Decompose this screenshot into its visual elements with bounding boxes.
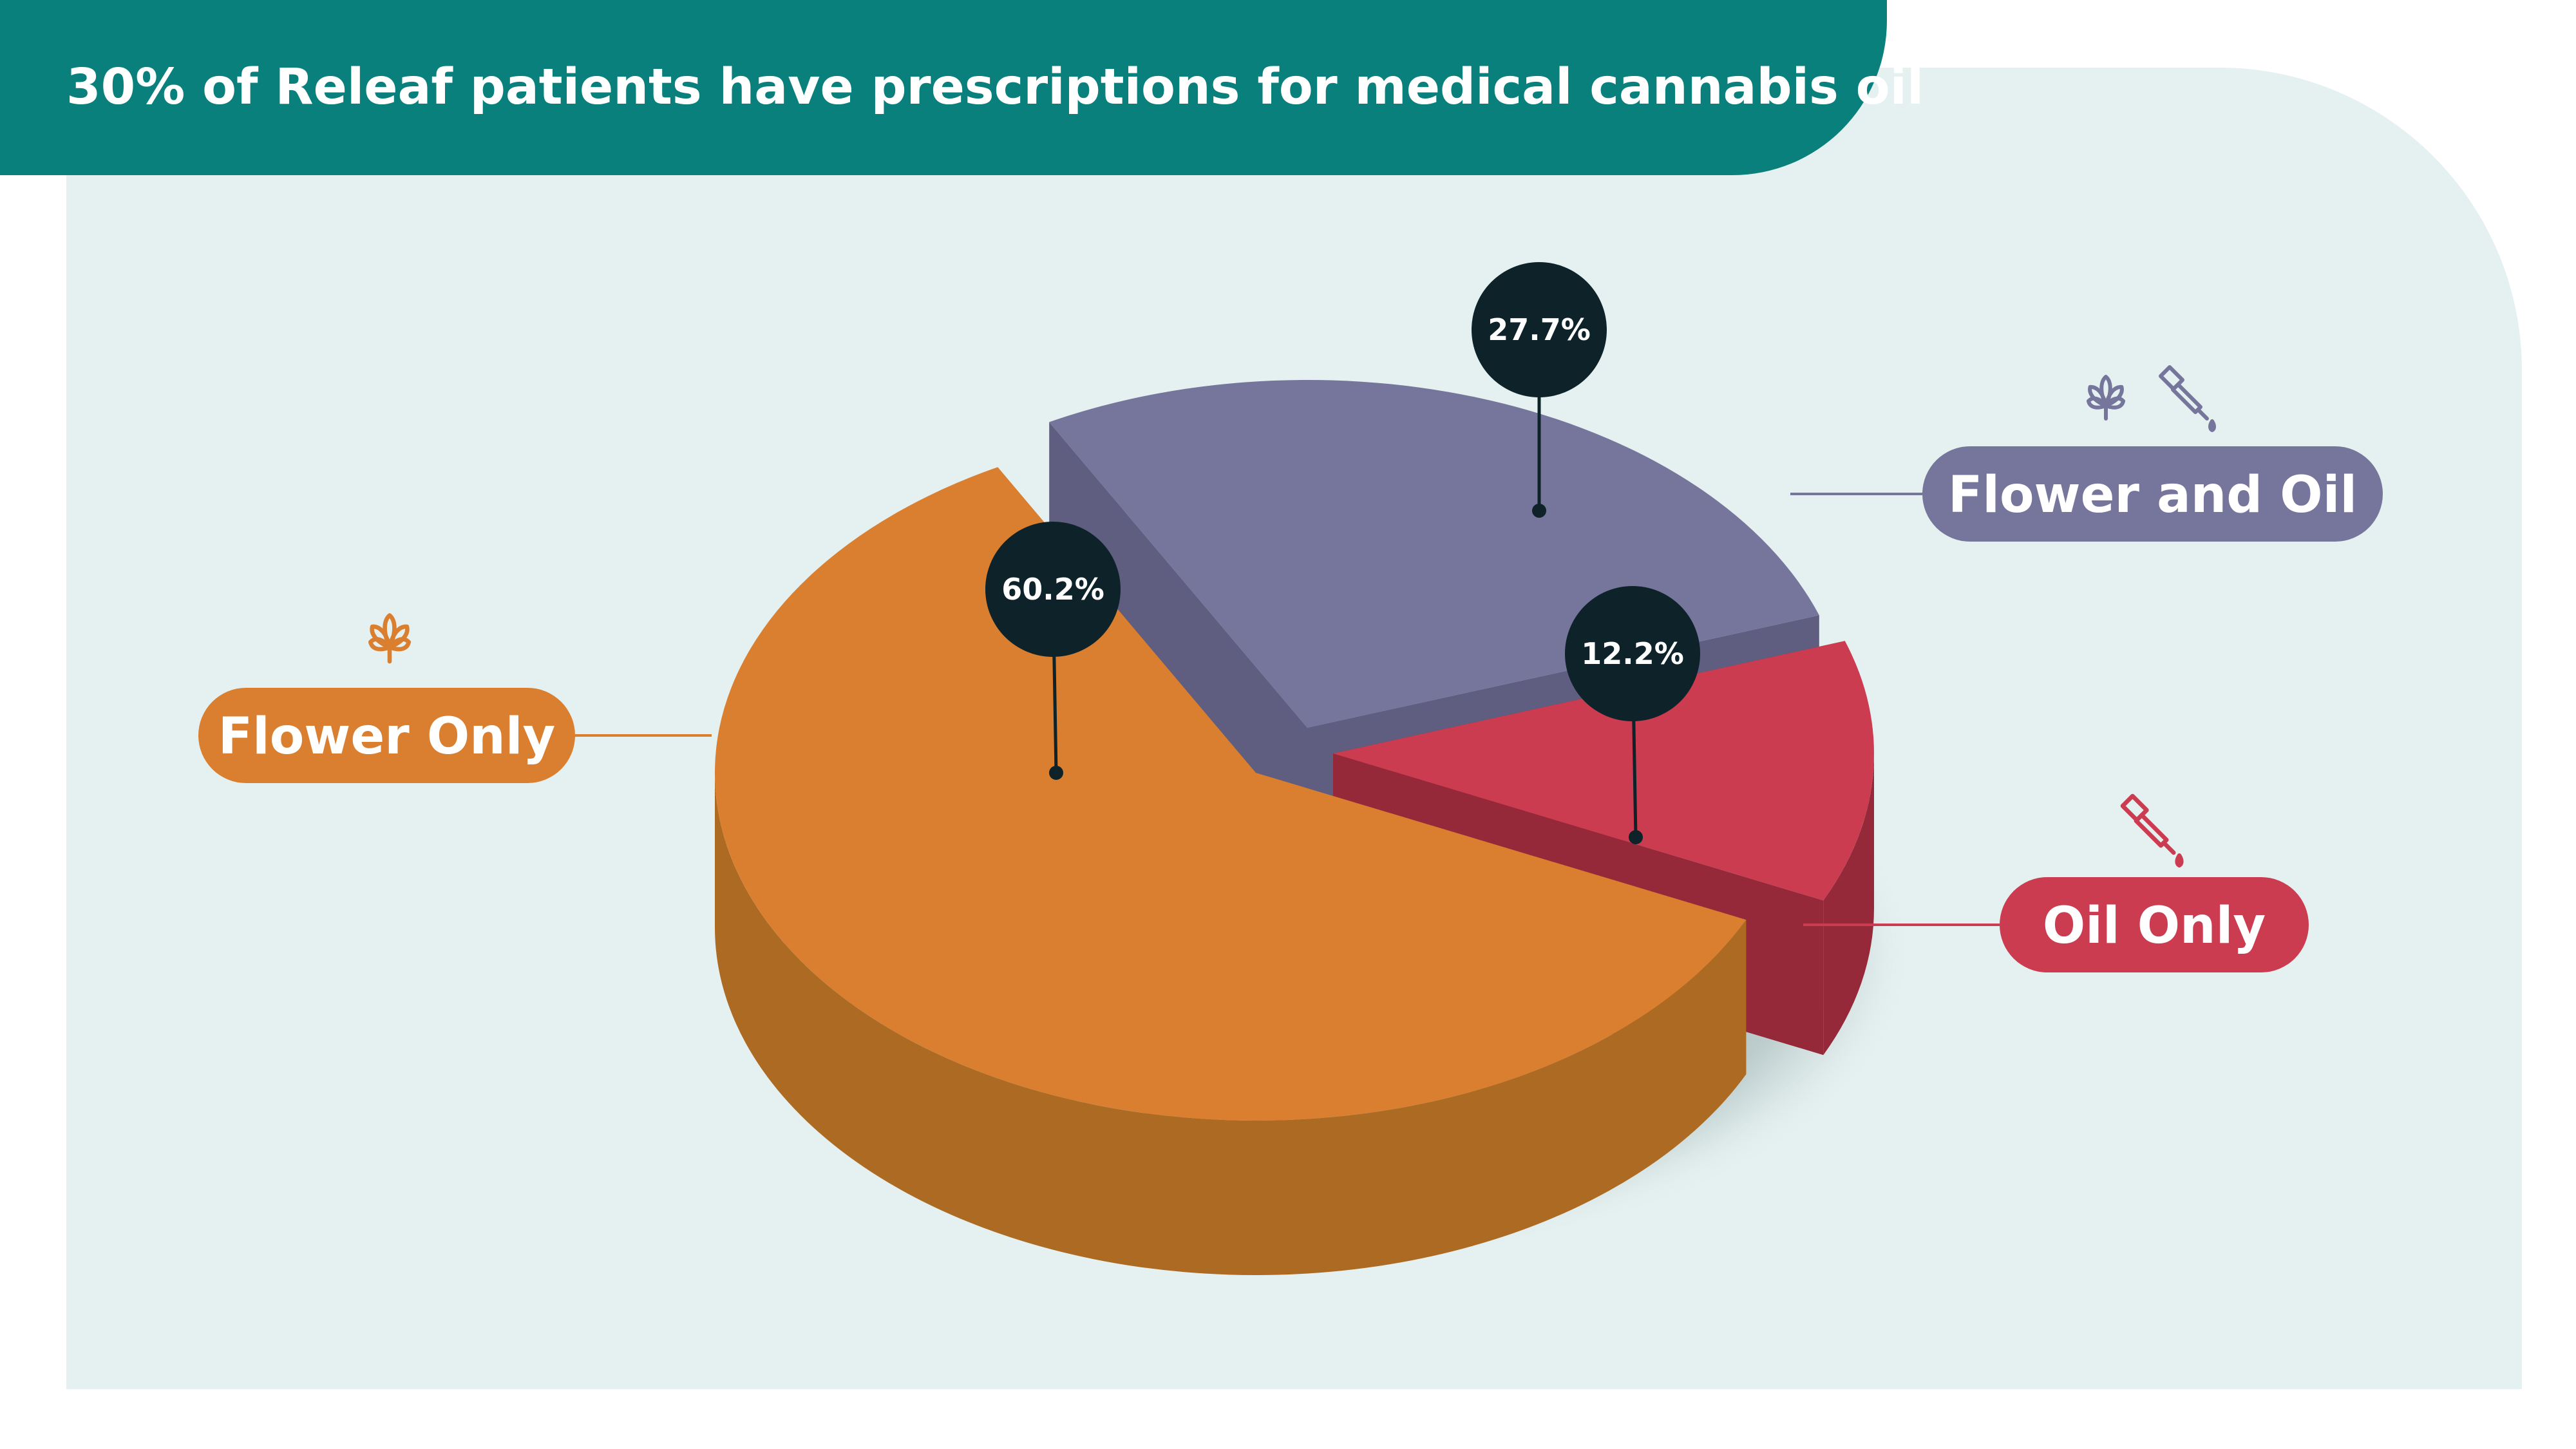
value-dot-flower-only: [1049, 766, 1063, 780]
value-badge-flower-and-oil: [1472, 262, 1607, 397]
leader-lines: [575, 493, 2000, 926]
category-pill-flower-only: [198, 688, 575, 783]
dropper-icon: [2120, 793, 2184, 868]
pie-slice-flower-only: [715, 467, 1747, 1121]
cannabis-leaf-icon: [2086, 375, 2126, 421]
category-label-flower-and-oil: Flower and Oil: [1948, 466, 2357, 524]
chart-title: 30% of Releaf patients have prescription…: [66, 59, 1924, 116]
value-badge-flower-only: [985, 522, 1121, 657]
category-pill-oil-only: [2000, 877, 2309, 972]
category-label-oil-only: Oil Only: [2043, 897, 2266, 955]
value-label-flower-and-oil: 27.7%: [1488, 312, 1591, 347]
cannabis-leaf-and-dropper-icon: [2086, 365, 2216, 432]
value-badge-oil-only: [1565, 586, 1700, 721]
dropper-icon: [2159, 365, 2216, 432]
pie-slice-oil-only: [1333, 641, 1874, 901]
category-label-flower-only: Flower Only: [218, 708, 556, 766]
pie-side-flower-only-1: [715, 773, 1747, 1275]
value-dot-flower-and-oil: [1532, 504, 1546, 518]
cannabis-leaf-icon: [368, 613, 412, 664]
category-icons: [368, 365, 2216, 868]
value-dot-oil-only: [1629, 830, 1643, 844]
category-pill-flower-and-oil: [1922, 446, 2383, 542]
value-label-flower-only: 60.2%: [1001, 572, 1104, 607]
title-banner: 30% of Releaf patients have prescription…: [0, 0, 1924, 175]
category-labels: Flower Only Flower and Oil Oil Only: [198, 446, 2383, 972]
value-label-oil-only: 12.2%: [1581, 636, 1684, 671]
value-callouts: 60.2% 27.7% 12.2%: [985, 262, 1700, 844]
pie-side-oil-only-1: [1823, 753, 1874, 1056]
